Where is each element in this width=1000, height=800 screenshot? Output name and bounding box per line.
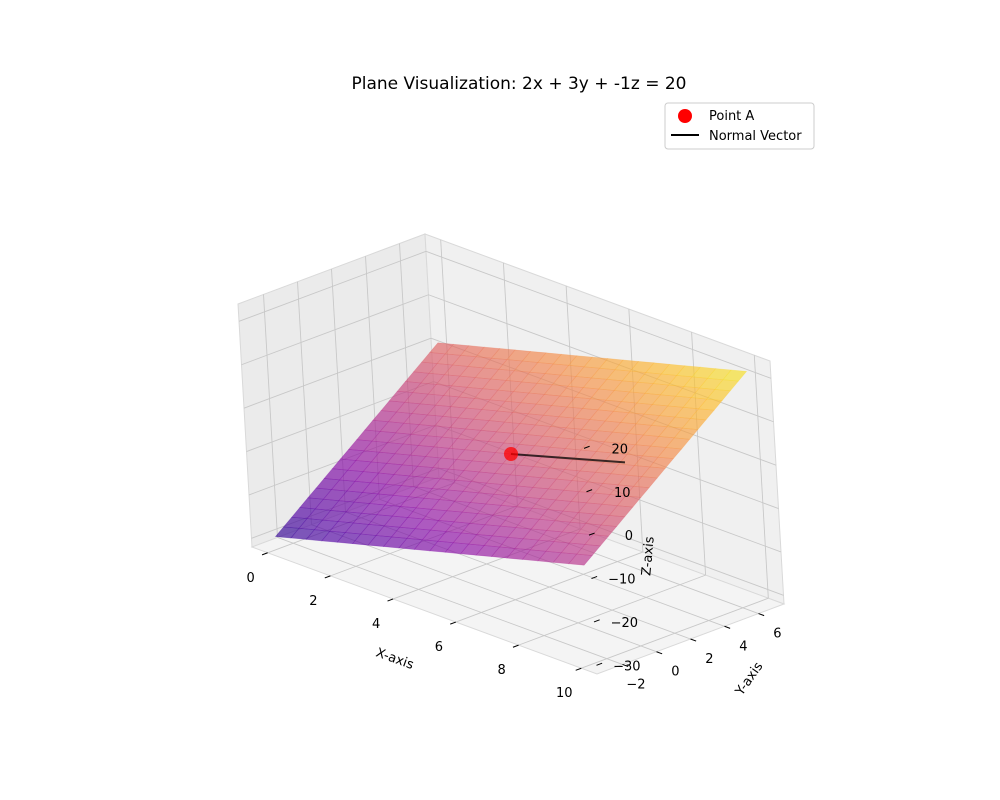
legend-point-marker	[678, 109, 692, 123]
y-tick-label: 4	[739, 639, 747, 654]
grid-line-z	[241, 294, 429, 366]
x-tick-label: 2	[309, 594, 317, 609]
z-tick	[593, 619, 600, 623]
z-tick-label: −10	[608, 573, 635, 588]
x-axis-label: X-axis	[374, 645, 416, 673]
grid-line-y	[311, 524, 657, 653]
x-tick	[575, 667, 582, 671]
grid-line-x	[753, 355, 769, 599]
z-tick	[588, 532, 595, 536]
y-tick-label: 2	[705, 652, 713, 667]
grid-line-y	[277, 537, 623, 665]
grid-line-z	[243, 337, 432, 409]
x-tick-label: 8	[497, 663, 505, 678]
z-tick-label: 10	[614, 486, 631, 501]
grid-line-y	[263, 294, 278, 538]
y-tick-label: 6	[773, 627, 781, 642]
z-tick	[586, 489, 593, 493]
z-tick-label: 0	[625, 529, 633, 544]
grid-line-y	[297, 281, 312, 525]
z-axis-label: Z-axis	[639, 536, 657, 577]
legend-vector-label: Normal Vector	[709, 129, 802, 144]
y-tick	[622, 663, 629, 667]
grid-line-z	[425, 250, 772, 379]
x-tick	[387, 598, 394, 602]
z-tick-label: 20	[611, 442, 628, 457]
z-tick-label: −30	[613, 659, 640, 674]
normal-vector	[510, 453, 626, 464]
chart-marks	[504, 447, 626, 464]
y-axis-label: Y-axis	[732, 659, 766, 699]
y-tick	[690, 638, 697, 642]
y-tick	[724, 625, 731, 629]
z-tick	[583, 445, 590, 449]
x-tick-label: 4	[372, 617, 380, 632]
x-tick	[324, 575, 331, 579]
x-tick	[512, 644, 519, 648]
legend-point-label: Point A	[709, 109, 754, 124]
legend-frame	[664, 102, 815, 150]
plane-surface	[274, 342, 748, 566]
legend: Point A Normal Vector	[664, 102, 815, 150]
x-tick-label: 10	[556, 686, 573, 701]
surface-facet	[722, 369, 748, 382]
y-tick	[656, 651, 663, 655]
z-tick	[591, 575, 598, 580]
z-tick	[596, 662, 603, 666]
y-tick	[758, 613, 765, 617]
x-tick-label: 6	[435, 640, 443, 655]
y-tick-label: 0	[671, 665, 679, 680]
x-tick-label: 0	[247, 571, 255, 586]
x-tick	[450, 621, 457, 625]
chart-title: Plane Visualization: 2x + 3y + -1z = 20	[352, 74, 687, 94]
z-tick-label: −20	[611, 616, 638, 631]
grid-line-z	[238, 250, 427, 322]
x-tick	[261, 552, 268, 556]
point-a	[504, 447, 518, 461]
y-tick-label: −2	[626, 677, 645, 692]
